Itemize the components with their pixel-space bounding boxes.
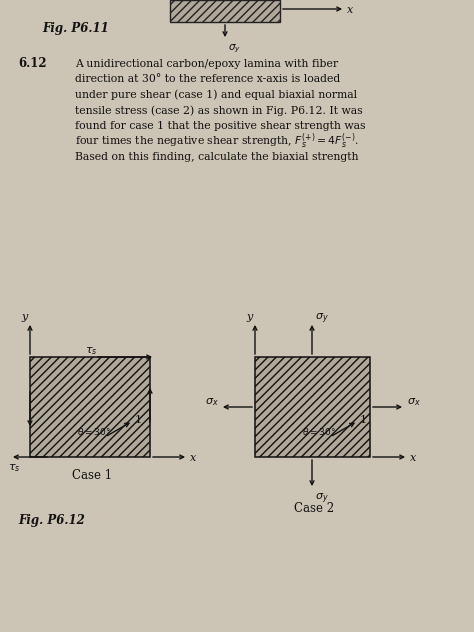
Text: Based on this finding, calculate the biaxial strength: Based on this finding, calculate the bia…: [75, 152, 358, 162]
Text: direction at 30° to the reference x-axis is loaded: direction at 30° to the reference x-axis…: [75, 75, 340, 85]
Text: $\theta = 30°$: $\theta = 30°$: [77, 426, 110, 437]
Text: $\tau_s$: $\tau_s$: [85, 345, 98, 357]
Text: 1: 1: [360, 415, 367, 425]
Text: $\sigma_y$: $\sigma_y$: [228, 42, 241, 55]
Text: y: y: [246, 312, 252, 322]
Text: Fig. P6.12: Fig. P6.12: [18, 514, 85, 527]
Text: x: x: [190, 453, 196, 463]
Bar: [255, 357, 370, 457]
Bar: [170, 0, 280, 22]
Text: 1: 1: [135, 415, 142, 425]
Text: Case 1: Case 1: [72, 469, 112, 482]
Text: Case 2: Case 2: [294, 502, 334, 515]
Text: x: x: [410, 453, 416, 463]
Text: $\theta = 30°$: $\theta = 30°$: [302, 426, 336, 437]
Text: $\sigma_y$: $\sigma_y$: [315, 492, 329, 506]
Text: under pure shear (case 1) and equal biaxial normal: under pure shear (case 1) and equal biax…: [75, 90, 357, 100]
Text: $\sigma_y$: $\sigma_y$: [315, 312, 329, 326]
Text: x: x: [347, 5, 353, 15]
Text: $\sigma_x$: $\sigma_x$: [205, 396, 219, 408]
Text: A unidirectional carbon/epoxy lamina with fiber: A unidirectional carbon/epoxy lamina wit…: [75, 59, 338, 69]
Text: tensile stress (case 2) as shown in Fig. P6.12. It was: tensile stress (case 2) as shown in Fig.…: [75, 105, 363, 116]
Text: four times the negative shear strength, $F_s^{(+)} = 4F_s^{(-)}$.: four times the negative shear strength, …: [75, 131, 359, 151]
Bar: [30, 357, 150, 457]
Text: $\sigma_x$: $\sigma_x$: [407, 396, 421, 408]
Text: $\tau_s$: $\tau_s$: [8, 462, 20, 474]
Text: found for case 1 that the positive shear strength was: found for case 1 that the positive shear…: [75, 121, 365, 131]
Text: 6.12: 6.12: [18, 57, 46, 70]
Text: Fig. P6.11: Fig. P6.11: [42, 22, 109, 35]
Text: y: y: [21, 312, 27, 322]
